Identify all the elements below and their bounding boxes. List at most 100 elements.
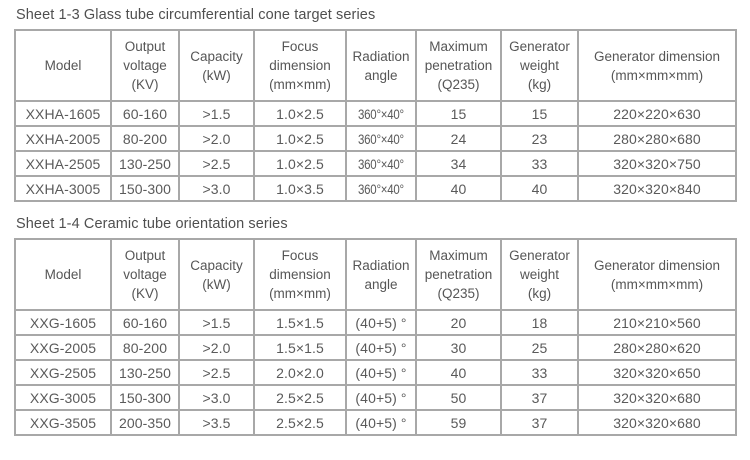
data-cell: 1.0×2.5: [253, 125, 347, 152]
data-cell: XXHA-3005: [14, 175, 112, 202]
cell-text: >1.5: [202, 105, 231, 122]
cell-text: 18: [531, 314, 548, 331]
data-cell: XXG-3005: [14, 384, 112, 411]
data-cell: 320×320×840: [577, 175, 737, 202]
data-cell: XXG-1605: [14, 309, 112, 336]
cell-text: 2.5×2.5: [276, 414, 324, 431]
table-row: XXHA-1605 60-160 >1.5 1.0×2.5 360°×40° 15 15 22…: [14, 100, 737, 127]
header-cell: Focus dimension (mm×mm): [253, 238, 347, 311]
cell-text: >2.5: [202, 364, 231, 381]
data-cell: 1.0×2.5: [253, 100, 347, 127]
data-cell: 220×220×630: [577, 100, 737, 127]
data-cell: 360°×40°: [345, 100, 417, 127]
cell-text: 320×320×680: [613, 389, 701, 406]
cell-text: 60-160: [122, 314, 168, 331]
header-cell: Focus dimension (mm×mm): [253, 29, 347, 102]
data-cell: 1.0×2.5: [253, 150, 347, 177]
cell-text: (40+5) °: [355, 414, 407, 431]
data-cell: >3.0: [178, 384, 255, 411]
data-cell: 15: [415, 100, 502, 127]
cell-text: 130-250: [118, 364, 172, 381]
cell-text: 130-250: [118, 155, 172, 172]
cell-text: 1.5×1.5: [276, 339, 324, 356]
data-cell: 37: [500, 409, 579, 436]
cell-text: (40+5) °: [355, 314, 407, 331]
table-row: XXG-2005 80-200 >2.0 1.5×1.5 (40+5) ° 30 25 280…: [14, 334, 737, 361]
data-cell: 33: [500, 359, 579, 386]
cell-text: >1.5: [202, 314, 231, 331]
cell-text: 280×280×620: [613, 339, 701, 356]
data-cell: 15: [500, 100, 579, 127]
cell-text: 40: [450, 180, 467, 197]
data-cell: 18: [500, 309, 579, 336]
data-cell: >2.0: [178, 125, 255, 152]
cell-text: XXG-1605: [29, 314, 97, 331]
data-cell: 60-160: [110, 309, 180, 336]
data-cell: 360°×40°: [345, 125, 417, 152]
cell-text: 320×320×650: [613, 364, 701, 381]
glass-tube-spec-table: Model Output voltage (KV) Capacity (kW) Foc…: [14, 29, 737, 202]
data-cell: >1.5: [178, 100, 255, 127]
cell-text: XXHA-2005: [25, 130, 101, 147]
data-cell: 200-350: [110, 409, 180, 436]
cell-text: XXHA-2505: [25, 155, 101, 172]
data-cell: XXG-2505: [14, 359, 112, 386]
cell-text: >2.0: [202, 339, 231, 356]
cell-text: 360°×40°: [358, 180, 404, 197]
ceramic-tube-section: Sheet 1-4 Ceramic tube orientation serie…: [14, 214, 737, 436]
cell-text: 40: [531, 180, 548, 197]
header-cell: Output voltage (KV): [110, 238, 180, 311]
table-row: XXG-3505 200-350 >3.5 2.5×2.5 (40+5) ° 59 37 32…: [14, 409, 737, 436]
cell-text: (40+5) °: [355, 339, 407, 356]
cell-text: 37: [531, 414, 548, 431]
data-cell: 150-300: [110, 384, 180, 411]
data-cell: 50: [415, 384, 502, 411]
data-cell: 320×320×650: [577, 359, 737, 386]
data-cell: 280×280×620: [577, 334, 737, 361]
cell-text: 200-350: [118, 414, 172, 431]
header-cell: Radiation angle: [345, 238, 417, 311]
data-cell: >3.0: [178, 175, 255, 202]
data-cell: XXHA-2005: [14, 125, 112, 152]
ceramic-tube-spec-table: Model Output voltage (KV) Capacity (kW) Foc…: [14, 238, 737, 436]
cell-text: XXHA-1605: [25, 105, 101, 122]
cell-text: 80-200: [122, 130, 168, 147]
table-row: XXHA-2005 80-200 >2.0 1.0×2.5 360°×40° 24 23 28…: [14, 125, 737, 152]
cell-text: 220×220×630: [613, 105, 701, 122]
sheet-1-3-title: Sheet 1-3 Glass tube circumferential con…: [16, 7, 376, 23]
cell-text: 1.0×2.5: [276, 155, 324, 172]
cell-text: 1.5×1.5: [276, 314, 324, 331]
header-cell: Radiation angle: [345, 29, 417, 102]
cell-text: XXG-3005: [29, 389, 97, 406]
header-row: Model Output voltage (KV) Capacity (kW) Foc…: [14, 29, 737, 102]
cell-text: 34: [450, 155, 467, 172]
data-cell: 20: [415, 309, 502, 336]
cell-text: 360°×40°: [358, 130, 404, 147]
data-cell: 1.5×1.5: [253, 309, 347, 336]
data-cell: 130-250: [110, 359, 180, 386]
data-cell: 320×320×750: [577, 150, 737, 177]
cell-text: 33: [531, 155, 548, 172]
data-cell: 1.5×1.5: [253, 334, 347, 361]
data-cell: 360°×40°: [345, 175, 417, 202]
cell-text: 60-160: [122, 105, 168, 122]
data-cell: 130-250: [110, 150, 180, 177]
header-row: Model Output voltage (KV) Capacity (kW) Foc…: [14, 238, 737, 311]
data-cell: 210×210×560: [577, 309, 737, 336]
data-cell: 320×320×680: [577, 384, 737, 411]
cell-text: >2.0: [202, 130, 231, 147]
table-row: XXHA-3005 150-300 >3.0 1.0×3.5 360°×40° 40 40 3…: [14, 175, 737, 202]
data-cell: >1.5: [178, 309, 255, 336]
data-cell: XXG-2005: [14, 334, 112, 361]
cell-text: 1.0×2.5: [276, 130, 324, 147]
data-cell: 34: [415, 150, 502, 177]
table-row: XXG-2505 130-250 >2.5 2.0×2.0 (40+5) ° 40 33 32…: [14, 359, 737, 386]
data-cell: 2.0×2.0: [253, 359, 347, 386]
data-cell: >2.5: [178, 359, 255, 386]
data-cell: >2.0: [178, 334, 255, 361]
cell-text: 59: [450, 414, 467, 431]
cell-text: 2.5×2.5: [276, 389, 324, 406]
cell-text: 37: [531, 389, 548, 406]
data-cell: 25: [500, 334, 579, 361]
cell-text: 320×320×680: [613, 414, 701, 431]
